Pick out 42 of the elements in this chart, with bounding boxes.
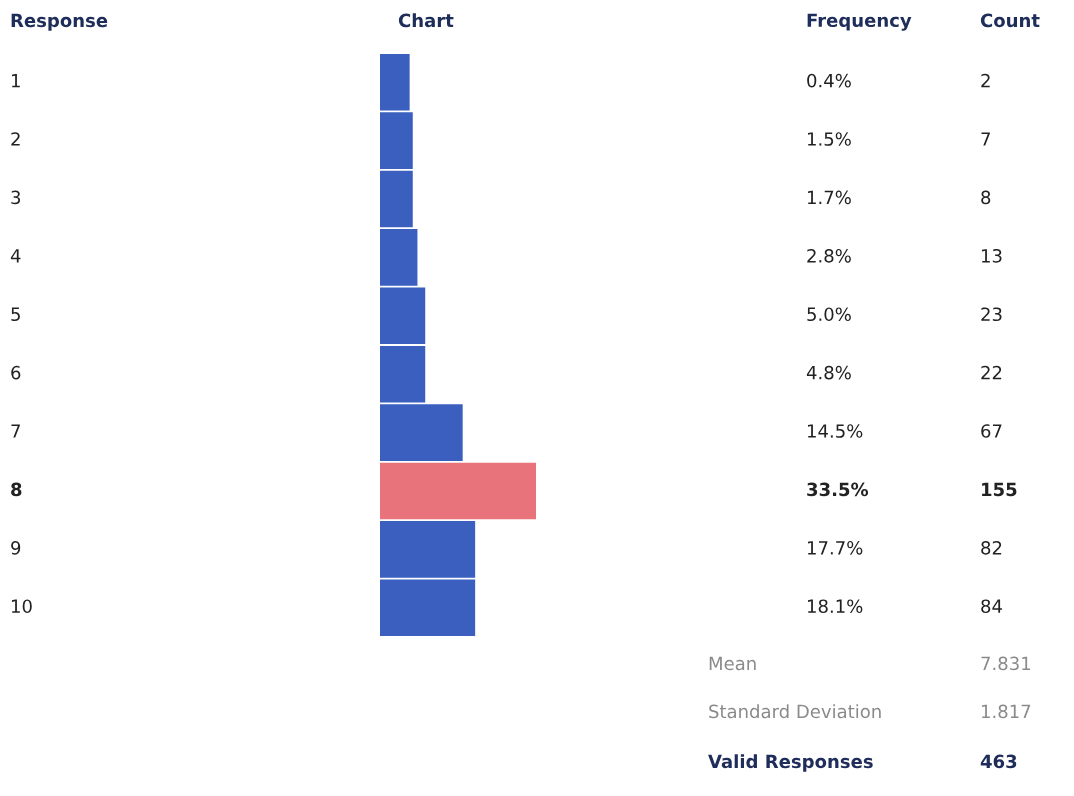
text: Frequency: [807, 13, 912, 31]
y-tick-label: 2: [11, 132, 20, 146]
text: 23: [981, 307, 1002, 322]
text: 2: [981, 73, 990, 88]
text: 17.7%: [807, 540, 863, 555]
bar: [380, 170, 413, 228]
text: 33.5%: [807, 482, 869, 497]
y-tick-label: 1: [11, 74, 20, 88]
text: Valid Responses: [708, 754, 873, 772]
text: 1.817: [981, 704, 1031, 719]
y-tick-label: 4: [10, 249, 21, 263]
text: 7.831: [981, 656, 1031, 671]
text: 5.0%: [807, 307, 851, 322]
y-tick-label: 5: [11, 307, 20, 322]
y-tick-label: 10: [11, 599, 32, 614]
y-tick-label: 9: [11, 540, 21, 555]
text: 463: [980, 754, 1017, 769]
text: 22: [981, 365, 1002, 380]
text: 18.1%: [807, 599, 863, 614]
y-tick-label: 7: [11, 424, 20, 438]
text: 155: [982, 482, 1017, 497]
y-tick-label: 8: [11, 482, 22, 497]
text: 14.5%: [807, 424, 863, 438]
text: Response: [11, 13, 108, 31]
text: 82: [981, 540, 1002, 555]
text: 67: [981, 424, 1002, 438]
text: 1.5%: [807, 132, 851, 146]
text: 2.8%: [807, 248, 851, 263]
y-tick-label: 6: [11, 365, 21, 380]
text: 13: [981, 248, 1002, 263]
text: 4.8%: [806, 365, 851, 380]
text: Count: [980, 13, 1040, 28]
text: 84: [981, 599, 1002, 614]
text: Chart: [398, 13, 454, 28]
text: 1.7%: [807, 190, 851, 205]
y-tick-label: 3: [11, 190, 21, 205]
text: 8: [981, 190, 991, 205]
text: 0.4%: [807, 73, 851, 88]
text: Mean: [709, 656, 756, 671]
text: Standard Deviation: [709, 704, 881, 719]
text: 7: [981, 132, 990, 146]
bar: [380, 462, 536, 520]
